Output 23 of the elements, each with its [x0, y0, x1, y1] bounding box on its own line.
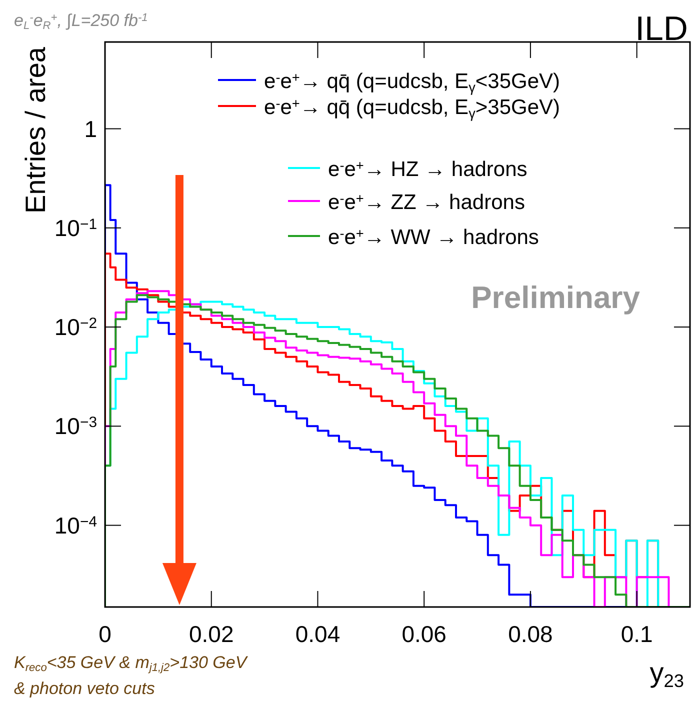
x-tick-label: 0.08	[508, 621, 553, 647]
y-tick-label: 10$^{−3}$	[54, 413, 97, 440]
x-axis-title: y$_{23}$	[650, 657, 684, 690]
chart-title: e$_{L}$$^{-}$e$_{R}$$^{+}$, ∫L=250 fb$^{-1}$	[14, 11, 148, 32]
annotation: Preliminary	[471, 280, 641, 315]
y-tick-label: 10$^{−2}$	[54, 314, 97, 340]
y-tick-label: 10$^{−4}$	[54, 512, 97, 538]
x-tick-label: 0.02	[188, 621, 234, 647]
legend-label: e$^{-}$e$^{+}$→ HZ → hadrons	[328, 158, 528, 181]
y-tick-label: 1	[84, 116, 97, 142]
x-tick-label: 0.06	[402, 621, 446, 647]
y-axis-title: Entries / area	[20, 46, 51, 214]
text: K$_{reco}$<35 GeV & m$_{j1,j2}$>130 GeV	[14, 653, 248, 674]
y-tick-label: 10$^{−1}$	[54, 214, 97, 241]
x-tick-label: 0	[98, 621, 112, 647]
legend-label: e$^{-}$e$^{+}$→ qq̄ (q=udcsb, E$_{γ}$<35GeV)	[264, 70, 560, 94]
x-tick-label: 0.1	[620, 621, 653, 647]
text: & photon veto cuts	[14, 679, 156, 698]
legend-label: e$^{-}$e$^{+}$→ WW → hadrons	[328, 226, 539, 249]
legend-label: e$^{-}$e$^{+}$→ ZZ → hadrons	[328, 190, 525, 214]
legend-label: e$^{-}$e$^{+}$→ qq̄ (q=udcsb, E$_{γ}$>35GeV)	[264, 96, 560, 120]
annotation: ILD	[635, 10, 688, 48]
x-tick-label: 0.04	[295, 621, 340, 647]
